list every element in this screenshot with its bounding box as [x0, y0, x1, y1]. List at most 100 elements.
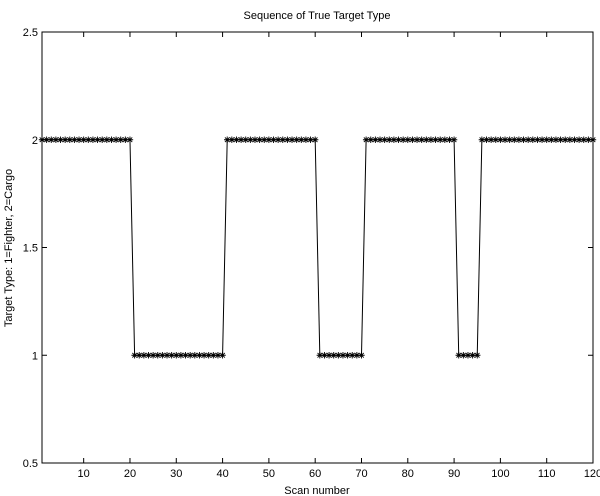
data-point-marker: [464, 352, 472, 359]
x-tick-label: 30: [170, 468, 182, 480]
data-point-marker: [423, 136, 430, 143]
data-point-marker: [474, 352, 481, 359]
data-point-marker: [126, 136, 134, 143]
data-point-marker: [112, 136, 120, 143]
data-point-marker: [191, 352, 198, 359]
data-point-marker: [478, 136, 486, 143]
x-tick-label: 40: [216, 468, 228, 480]
x-tick-label: 110: [538, 468, 556, 480]
data-point-marker: [557, 136, 564, 143]
x-tick-label: 60: [309, 468, 321, 480]
x-tick-label: 20: [124, 468, 136, 480]
x-tick-label: 50: [263, 468, 275, 480]
data-point-marker: [242, 136, 249, 143]
data-point-marker: [386, 136, 393, 143]
data-point-marker: [344, 352, 351, 359]
data-point-marker: [265, 136, 273, 143]
data-point-marker: [367, 136, 374, 143]
data-point-marker: [469, 352, 476, 359]
data-point-marker: [427, 136, 435, 143]
data-point-marker: [237, 136, 245, 143]
data-point-marker: [562, 136, 569, 143]
data-point-marker: [145, 352, 152, 359]
data-point-marker: [256, 136, 263, 143]
data-point-marker: [399, 136, 407, 143]
data-point-marker: [80, 136, 87, 143]
data-point-marker: [589, 136, 597, 143]
x-axis-label: Scan number: [284, 485, 350, 496]
data-point-marker: [520, 136, 527, 143]
data-point-marker: [566, 136, 574, 143]
data-point-marker: [149, 352, 157, 359]
data-point-marker: [140, 352, 148, 359]
data-point-marker: [316, 352, 324, 359]
data-point-marker: [224, 136, 231, 143]
data-point-marker: [515, 136, 523, 143]
data-point-marker: [404, 136, 411, 143]
data-point-marker: [413, 136, 421, 143]
data-point-marker: [362, 136, 370, 143]
data-point-marker: [538, 136, 546, 143]
data-point-marker: [409, 136, 416, 143]
data-point-marker: [205, 352, 212, 359]
data-point-marker: [446, 136, 453, 143]
data-point-marker: [61, 136, 69, 143]
data-point-marker: [154, 352, 161, 359]
data-point-marker: [487, 136, 495, 143]
data-point-marker: [575, 136, 583, 143]
data-point-marker: [460, 352, 467, 359]
data-point-marker: [552, 136, 560, 143]
data-point-marker: [103, 136, 111, 143]
data-point-marker: [418, 136, 425, 143]
data-point-marker: [71, 136, 78, 143]
data-point-marker: [335, 352, 342, 359]
data-point-marker: [311, 136, 319, 143]
data-point-marker: [483, 136, 490, 143]
data-point-marker: [117, 136, 124, 143]
data-point-marker: [270, 136, 277, 143]
data-point-marker: [122, 136, 129, 143]
data-point-marker: [136, 352, 143, 359]
data-point-marker: [219, 352, 226, 359]
data-point-marker: [214, 352, 222, 359]
y-tick-label: 0.5: [23, 458, 38, 470]
y-axis-label: Target Type: 1=Fighter, 2=Cargo: [3, 169, 15, 327]
data-point-marker: [168, 352, 175, 359]
data-point-marker: [233, 136, 240, 143]
data-point-marker: [293, 136, 300, 143]
data-point-marker: [571, 136, 578, 143]
data-point-marker: [580, 136, 587, 143]
data-point-marker: [455, 352, 462, 359]
data-point-marker: [524, 136, 532, 143]
data-point-marker: [492, 136, 499, 143]
data-point-marker: [534, 136, 541, 143]
data-point-marker: [372, 136, 379, 143]
data-point-marker: [274, 136, 282, 143]
data-point-marker: [94, 136, 101, 143]
y-tick-label: 2: [32, 135, 38, 147]
data-point-marker: [432, 136, 439, 143]
data-point-marker: [358, 352, 365, 359]
data-point-marker: [177, 352, 185, 359]
data-point-marker: [196, 352, 203, 359]
data-point-marker: [501, 136, 509, 143]
data-point-marker: [353, 352, 361, 359]
data-point-marker: [159, 352, 166, 359]
data-point-marker: [210, 352, 217, 359]
data-markers: [38, 136, 597, 359]
data-point-marker: [381, 136, 388, 143]
data-point-marker: [395, 136, 402, 143]
data-point-marker: [52, 136, 60, 143]
data-point-marker: [173, 352, 180, 359]
data-point-marker: [251, 136, 259, 143]
data-point-marker: [298, 136, 305, 143]
data-point-marker: [98, 136, 106, 143]
data-point-marker: [585, 136, 592, 143]
data-point-marker: [307, 136, 314, 143]
data-point-marker: [529, 136, 537, 143]
data-point-marker: [108, 136, 115, 143]
data-point-marker: [89, 136, 97, 143]
data-point-marker: [57, 136, 64, 143]
data-point-marker: [437, 136, 444, 143]
